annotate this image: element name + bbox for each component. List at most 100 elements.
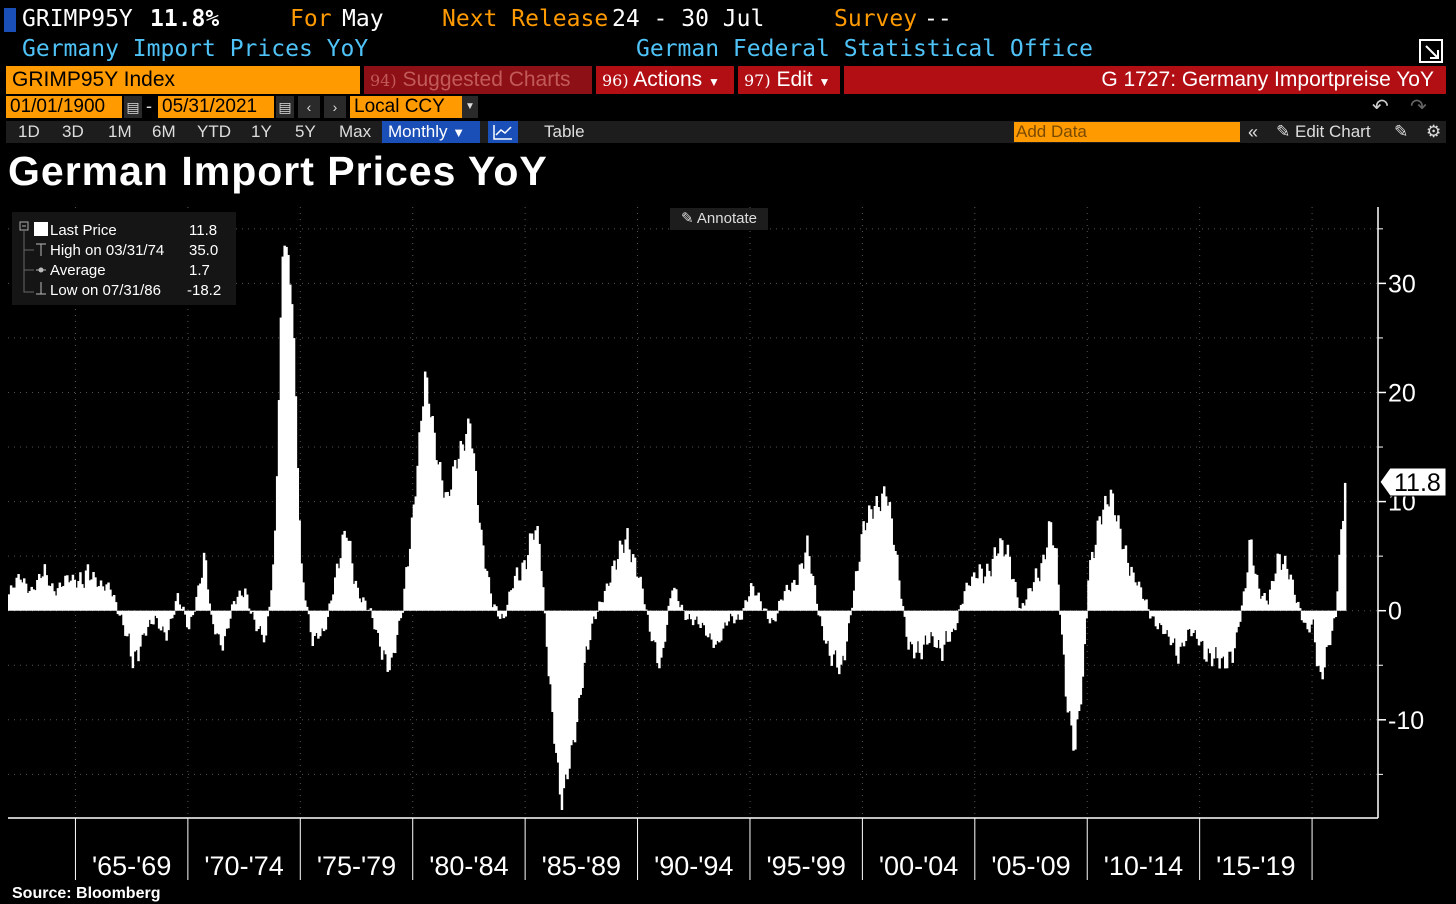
data-bar [841,610,845,656]
data-bar [1087,580,1090,611]
data-bar [371,610,374,619]
data-bar [223,610,226,637]
ticker-marker [4,8,16,32]
data-bar [1083,610,1086,645]
add-data-input[interactable]: Add Data [1014,122,1240,142]
range-1m[interactable]: 1M [108,122,132,141]
range-5y[interactable]: 5Y [295,122,316,141]
data-bar [382,610,386,651]
range-max[interactable]: Max [339,122,372,141]
data-bar [1233,610,1236,649]
collapse-icon[interactable]: « [1248,122,1259,142]
data-bar [652,610,656,641]
data-bar [601,602,605,611]
data-bar [916,610,920,642]
line-chart-icon[interactable] [488,121,518,143]
range-6m[interactable]: 6M [152,122,176,141]
for-value: May [342,6,384,32]
range-3d[interactable]: 3D [62,122,84,141]
edit-chart-button[interactable]: ✎ Edit Chart [1276,122,1371,141]
currency-field[interactable]: Local CCY [350,96,462,118]
redo-icon[interactable]: ↷ [1410,96,1427,118]
data-bar [525,569,528,611]
prev-arrow-icon[interactable]: ‹ [298,96,320,118]
data-bar [869,509,873,611]
data-bar [200,577,204,611]
data-bar [1207,610,1210,649]
data-bar [502,610,506,619]
range-ytd[interactable]: YTD [197,122,231,141]
data-bar [182,606,185,611]
data-bar [751,586,755,611]
start-date-field[interactable]: 01/01/1900 [6,96,122,118]
data-bar [41,576,45,611]
calendar-icon[interactable]: ▤ [276,96,294,118]
data-bar [453,460,457,611]
data-bar [1132,572,1135,611]
data-bar [129,610,133,657]
data-bar [440,480,444,611]
data-bar [1336,591,1339,611]
calendar-icon[interactable]: ▤ [124,96,142,118]
data-bar [1216,610,1219,659]
data-bar [952,610,955,629]
range-1y[interactable]: 1Y [251,122,272,141]
data-bar [982,583,985,611]
data-bar [980,568,983,611]
suggested-charts-button[interactable]: 94) Suggested Charts [364,66,592,94]
data-bar [600,602,603,611]
data-bar [497,610,500,617]
data-bar [787,589,790,611]
data-bar [950,610,953,632]
end-date-field[interactable]: 05/31/2021 [158,96,274,118]
data-bar [431,416,434,611]
edit-menu[interactable]: 97) Edit ▼ [738,66,840,94]
data-bar [206,589,210,611]
data-bar [1139,587,1143,611]
data-bar [96,586,99,611]
data-bar [26,592,30,611]
data-bar [697,610,700,625]
data-bar [815,603,819,611]
data-bar [1188,610,1191,629]
data-bar [836,610,839,668]
frequency-dropdown[interactable]: Monthly ▼ [382,121,480,143]
data-bar [232,601,236,611]
data-bar [643,604,646,611]
data-bar [866,522,869,611]
table-button[interactable]: Table [544,122,585,141]
popout-icon[interactable] [1418,38,1444,70]
data-bar [894,551,897,611]
survey-label: Survey [834,6,918,32]
data-bar [967,585,970,611]
range-1d[interactable]: 1D [18,122,40,141]
data-bar [637,578,641,611]
security-field[interactable]: GRIMP95Y Index [6,66,360,94]
data-bar [152,610,155,625]
data-bar [137,610,140,662]
data-bar [489,593,493,611]
data-bar [510,590,513,611]
data-bar [221,610,225,651]
data-bar [187,610,191,630]
data-bar [821,610,824,627]
edit-icon[interactable]: ✎ [1394,122,1409,141]
data-bar [75,587,78,611]
annotate-button[interactable]: ✎ Annotate [670,208,768,230]
actions-menu[interactable]: 96) Actions ▼ [596,66,734,94]
data-bar [225,610,228,629]
x-tick-label: '00-'04 [879,851,958,881]
next-arrow-icon[interactable]: › [324,96,346,118]
gear-icon[interactable]: ⚙ [1426,122,1442,141]
data-bar [691,610,695,626]
undo-icon[interactable]: ↶ [1372,96,1389,118]
data-bar [176,593,180,611]
data-bar [450,489,453,611]
data-bar [191,610,195,616]
data-bar [710,610,714,640]
data-bar [1201,610,1204,641]
chevron-down-icon[interactable]: ▼ [462,96,478,118]
data-bar [519,580,522,611]
data-bar [1135,585,1139,611]
data-bar [422,406,425,611]
